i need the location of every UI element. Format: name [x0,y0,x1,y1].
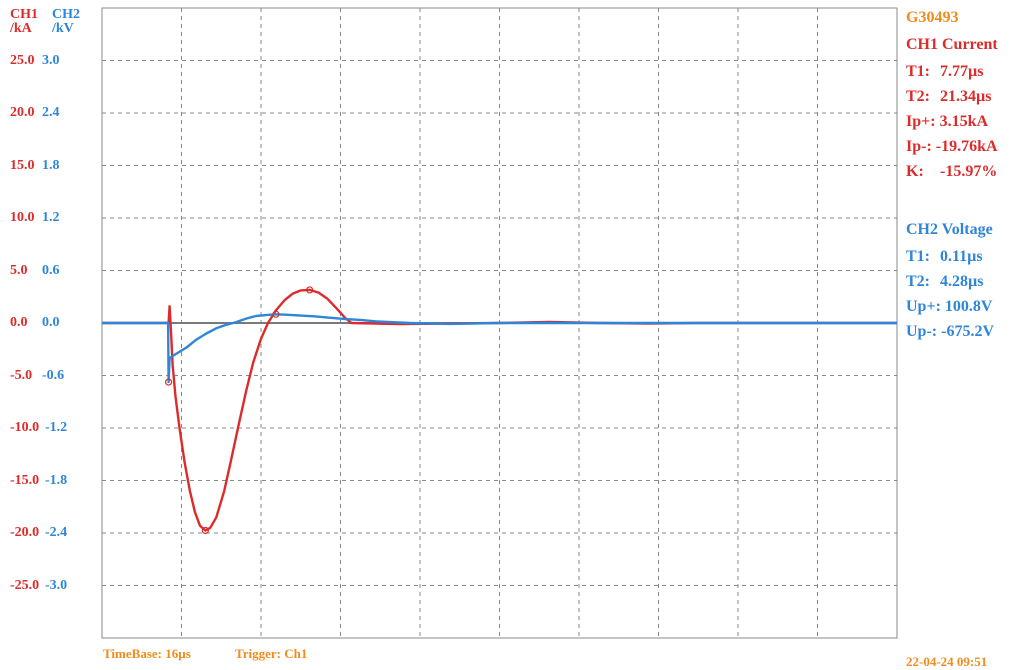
ch1-measurement-value: 21.34µs [940,88,992,105]
ch1-peak-marker [201,526,209,535]
ch2-measurement-value: -675.2V [941,323,994,340]
ch2-tick-label: 0.6 [42,262,60,278]
ch2-tick-label: 2.4 [42,105,60,120]
ch2-axis-title: CH2 [52,7,80,22]
ch1-measurement-row: Ip-: -19.76kA [906,139,998,155]
datetime-label: 22-04-24 09:51 [906,654,988,669]
ch2-tick-label: -1.8 [45,472,68,488]
ch1-measurement-row: K: -15.97% [906,164,997,180]
ch1-measurement-value: -19.76kA [935,138,998,155]
ch1-axis-header: CH1 /kA [10,8,38,36]
ch1-tick-label: 5.0 [10,262,28,278]
ch2-measurement-value: 4.28µs [940,273,984,290]
ch1-tick-label: 25.0 [10,52,35,68]
trace-layer [102,286,897,535]
ch2-measurement-key: T2: [906,273,930,290]
ch2-measurement-key: T1: [906,248,930,265]
ch1-measurement-row: Ip+: 3.15kA [906,114,988,130]
ch1-measurement-key: K: [906,163,924,180]
ch1-measurement-key: T1: [906,63,930,80]
ch2-measurement-row: Up-: -675.2V [906,324,994,340]
ch1-measurement-key: Ip+: [906,113,936,130]
ch1-axis-unit: /kA [10,21,32,36]
ch1-measurement-row: T1: 7.77µs [906,64,983,80]
ch1-tick-label: 20.0 [10,105,35,120]
ch1-tick-label: -25.0 [10,577,40,593]
trigger-label: Trigger: Ch1 [235,646,308,661]
ch2-measurement-key: Up-: [906,323,938,340]
ch1-measurement-value: 7.77µs [940,63,984,80]
ch2-measurement-key: Up+: [906,298,941,315]
ch2-tick-label: -0.6 [42,367,65,383]
ch1-measurement-value: 3.15kA [939,113,989,130]
ch2-measurement-value: 100.8V [944,298,993,315]
ch2-tick-label: 1.2 [42,210,60,225]
device-id: G30493 [906,9,959,26]
ch1-axis-title: CH1 [10,7,38,22]
ch2-tick-label: 3.0 [42,52,60,68]
ch2-trace [102,313,897,384]
ch2-tick-label: 0.0 [42,315,60,330]
ch1-tick-label: -15.0 [10,472,40,488]
ch1-measurement-key: T2: [906,88,930,105]
ch1-measurement-row: T2: 21.34µs [906,89,991,105]
ch2-peak-marker [164,378,173,386]
ch2-measurement-row: Up+: 100.8V [906,299,992,315]
ch1-tick-label: 0.0 [10,315,28,330]
ch1-peak-marker [306,286,314,294]
ch2-tick-label: -1.2 [45,420,68,435]
ch2-axis-header: CH2 /kV [52,8,80,36]
ch2-measurement-value: 0.11µs [940,248,983,265]
ch1-tick-label: -5.0 [10,367,33,383]
ch2-measurement-row: T2: 4.28µs [906,274,983,290]
ch1-measurement-value: -15.97% [940,163,998,180]
ch1-tick-label: -10.0 [10,420,40,435]
timebase-label: TimeBase: 16µs [103,646,191,661]
ch1-panel-title: CH1 Current [906,36,998,53]
ch2-tick-label: -2.4 [45,525,68,540]
ch1-tick-label: 10.0 [10,210,35,225]
ch2-measurement-row: T1: 0.11µs [906,249,983,265]
ch1-measurement-key: Ip-: [906,138,932,155]
ch2-tick-label: -3.0 [45,577,68,593]
ch2-peak-marker [272,310,280,318]
ch2-tick-label: 1.8 [42,157,60,173]
ch1-tick-label: -20.0 [10,525,40,540]
ch1-tick-label: 15.0 [10,157,35,173]
ch2-axis-unit: /kV [52,21,74,36]
ch2-panel-title: CH2 Voltage [906,221,993,238]
